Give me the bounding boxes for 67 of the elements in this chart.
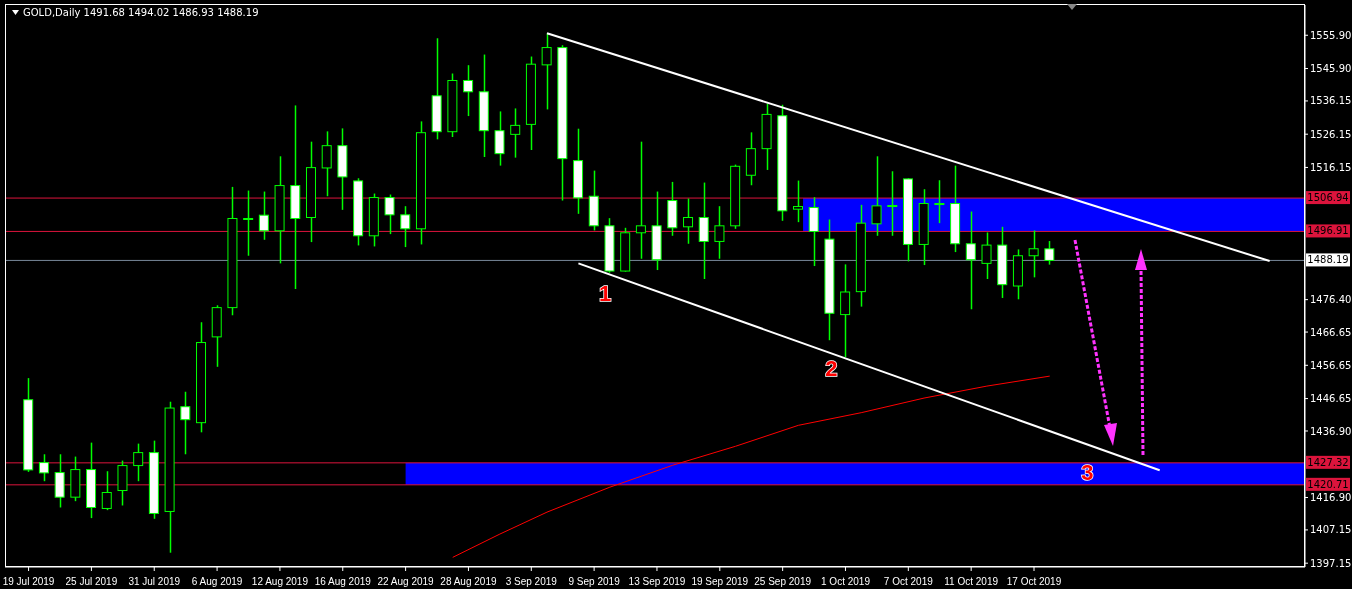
y-tick-label: 1436.90: [1310, 425, 1352, 437]
x-tick-label: 3 Sep 2019: [505, 576, 558, 587]
ref-line-label: 1420.71: [1307, 478, 1349, 490]
candlestick: [683, 197, 694, 245]
candlestick: [180, 391, 191, 456]
candlestick: [714, 205, 725, 260]
candlestick: [321, 130, 332, 197]
candlestick: [384, 193, 395, 235]
x-tick-label: 25 Sep 2019: [754, 576, 812, 587]
candlestick: [494, 110, 505, 167]
candlestick: [101, 470, 112, 511]
annotation: 1: [599, 281, 612, 307]
ref-line-label: 1496.91: [1307, 225, 1349, 237]
candlestick: [871, 155, 882, 237]
candlestick: [463, 64, 474, 117]
y-tick-label: 1407.15: [1310, 524, 1352, 536]
candlestick: [510, 107, 521, 159]
candlestick: [541, 32, 552, 111]
candlestick: [887, 170, 898, 237]
y-tick-label: 1526.15: [1310, 128, 1352, 140]
y-tick-label: 1476.40: [1310, 294, 1352, 306]
ref-line-label: 1506.94: [1307, 192, 1349, 204]
y-tick-label: 1516.15: [1310, 162, 1352, 173]
candlestick: [934, 179, 945, 224]
candlestick: [808, 196, 819, 267]
y-tick-label: 1456.65: [1310, 359, 1352, 371]
candlestick: [1044, 240, 1055, 266]
x-tick-label: 25 Jul 2019: [65, 576, 118, 587]
x-tick-label: 12 Aug 2019: [251, 576, 309, 587]
annotation: 2: [825, 356, 838, 382]
x-tick-label: 19 Sep 2019: [691, 576, 749, 587]
x-tick-label: 19 Jul 2019: [2, 576, 55, 587]
ref-line-label: 1488.19: [1307, 254, 1349, 266]
x-tick-label: 7 Oct 2019: [883, 576, 934, 587]
candlestick: [793, 179, 803, 223]
y-tick-label: 1397.15: [1310, 557, 1352, 569]
y-tick-label: 1466.65: [1310, 326, 1352, 338]
candlestick: [38, 453, 49, 482]
line-series: [452, 375, 1051, 558]
candlestick: [1028, 229, 1039, 279]
x-tick-label: 6 Aug 2019: [191, 576, 243, 587]
y-tick-label: 1446.65: [1310, 393, 1352, 405]
candlestick: [258, 190, 269, 241]
candlestick: [133, 442, 144, 482]
candlestick: [400, 205, 411, 248]
candlestick: [698, 181, 709, 280]
x-tick-label: 17 Oct 2019: [1006, 576, 1062, 587]
candlestick: [981, 231, 992, 280]
y-tick-label: 1545.90: [1310, 63, 1352, 75]
candlestick: [243, 189, 254, 257]
x-tick-label: 28 Aug 2019: [440, 576, 497, 587]
x-tick-label: 9 Sep 2019: [568, 576, 621, 587]
x-tick-label: 16 Aug 2019: [314, 576, 372, 587]
chart-title: GOLD,Daily 1491.68 1494.02 1486.93 1488.19: [23, 7, 259, 18]
candlestick: [840, 263, 851, 358]
y-tick-label: 1416.90: [1310, 492, 1352, 504]
candlestick: [635, 140, 646, 260]
x-tick-label: 22 Aug 2019: [377, 576, 435, 587]
candlestick: [965, 210, 976, 311]
y-tick-label: 1555.90: [1310, 29, 1352, 41]
x-tick-label: 13 Sep 2019: [628, 576, 686, 587]
x-tick-label: 11 Oct 2019: [944, 576, 999, 587]
x-tick-label: 31 Jul 2019: [128, 576, 181, 587]
y-tick-label: 1536.15: [1310, 95, 1352, 107]
x-tick-label: 1 Oct 2019: [821, 576, 871, 587]
ref-line-label: 1427.32: [1307, 456, 1349, 468]
annotation: 3: [1081, 459, 1094, 485]
